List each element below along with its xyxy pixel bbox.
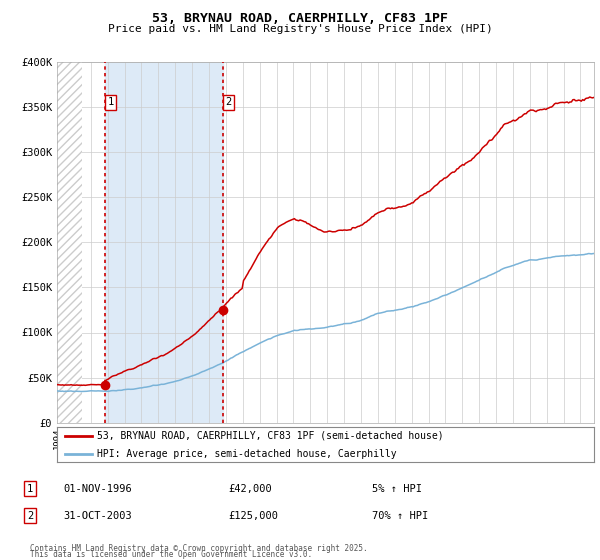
Text: HPI: Average price, semi-detached house, Caerphilly: HPI: Average price, semi-detached house,… — [97, 449, 397, 459]
Text: 53, BRYNAU ROAD, CAERPHILLY, CF83 1PF: 53, BRYNAU ROAD, CAERPHILLY, CF83 1PF — [152, 12, 448, 25]
Text: 5% ↑ HPI: 5% ↑ HPI — [372, 484, 422, 494]
Text: Price paid vs. HM Land Registry's House Price Index (HPI): Price paid vs. HM Land Registry's House … — [107, 24, 493, 34]
Bar — [57, 62, 82, 423]
Text: 2: 2 — [27, 511, 33, 521]
Text: 2: 2 — [226, 97, 232, 107]
Text: 1: 1 — [27, 484, 33, 494]
Text: Contains HM Land Registry data © Crown copyright and database right 2025.: Contains HM Land Registry data © Crown c… — [30, 544, 368, 553]
Text: £125,000: £125,000 — [228, 511, 278, 521]
Text: 1: 1 — [107, 97, 113, 107]
Text: This data is licensed under the Open Government Licence v3.0.: This data is licensed under the Open Gov… — [30, 550, 312, 559]
Bar — [57, 62, 82, 423]
Text: 31-OCT-2003: 31-OCT-2003 — [63, 511, 132, 521]
Text: £42,000: £42,000 — [228, 484, 272, 494]
Text: 53, BRYNAU ROAD, CAERPHILLY, CF83 1PF (semi-detached house): 53, BRYNAU ROAD, CAERPHILLY, CF83 1PF (s… — [97, 431, 444, 441]
Bar — [105, 62, 223, 423]
Text: 01-NOV-1996: 01-NOV-1996 — [63, 484, 132, 494]
Text: 70% ↑ HPI: 70% ↑ HPI — [372, 511, 428, 521]
